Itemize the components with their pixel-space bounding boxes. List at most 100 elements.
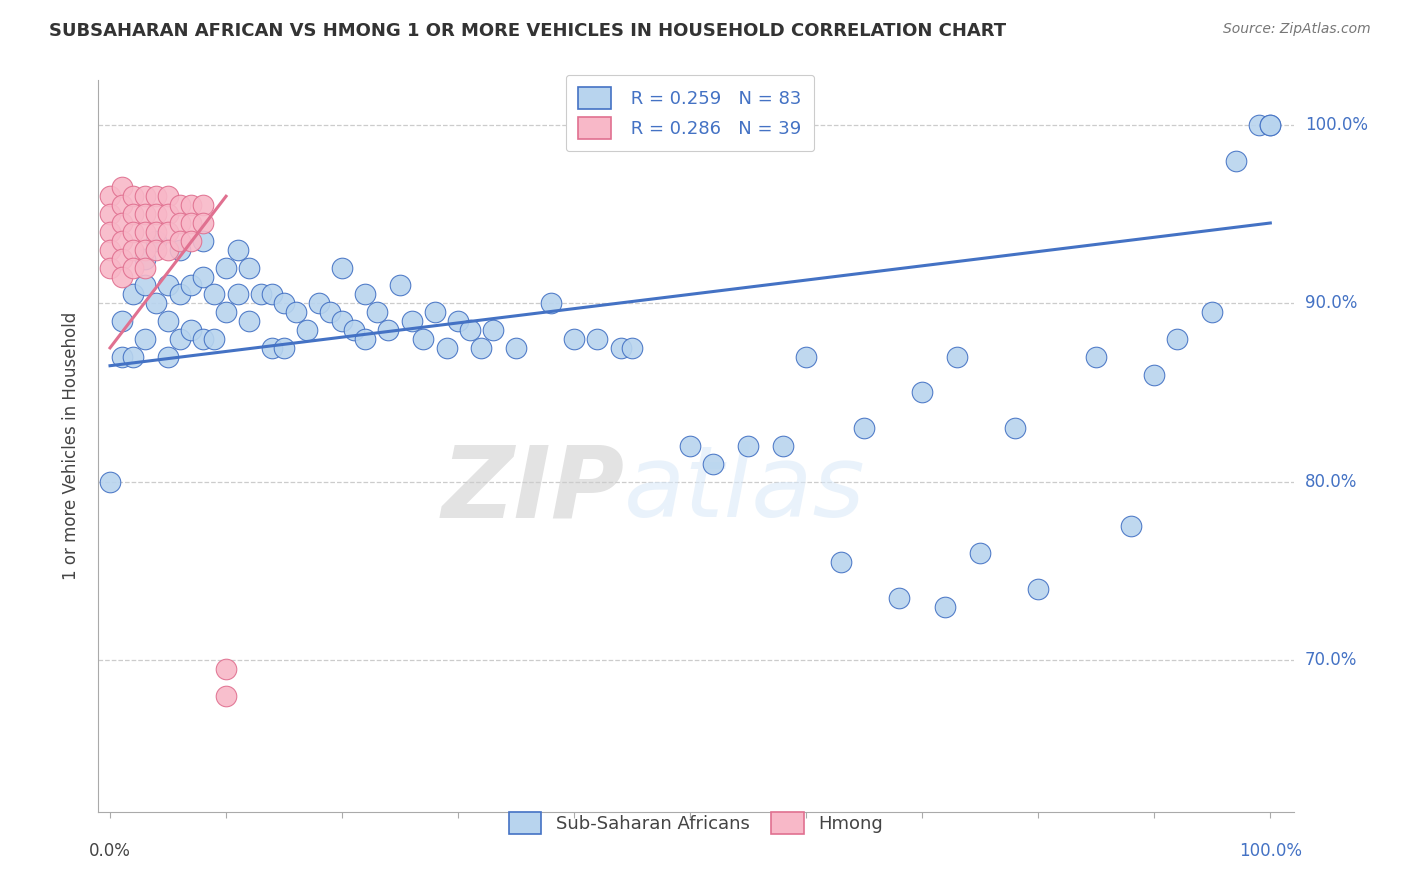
Point (215, 689, 238, 703)
Point (145, 225, 167, 239)
Point (262, 287, 284, 301)
Point (470, 341, 492, 355)
Point (134, 189, 156, 203)
Point (1225, 153, 1247, 168)
Point (562, 332, 585, 346)
Point (423, 305, 446, 319)
Point (482, 323, 505, 337)
Point (98, 207, 121, 221)
Point (122, 225, 145, 239)
Point (319, 305, 342, 319)
Point (505, 341, 527, 355)
Y-axis label: 1 or more Vehicles in Household: 1 or more Vehicles in Household (62, 312, 80, 580)
Point (157, 278, 180, 293)
Point (273, 341, 295, 355)
Point (238, 260, 260, 275)
Text: 90.0%: 90.0% (1305, 294, 1357, 312)
Point (180, 234, 202, 248)
Point (366, 305, 388, 319)
Point (191, 332, 214, 346)
Point (157, 189, 180, 203)
Point (284, 305, 307, 319)
Point (98, 243, 121, 257)
Point (679, 439, 702, 453)
Text: Source: ZipAtlas.com: Source: ZipAtlas.com (1223, 22, 1371, 37)
Point (191, 269, 214, 284)
Point (250, 287, 273, 301)
Point (887, 591, 910, 605)
Point (226, 243, 249, 257)
Point (122, 243, 145, 257)
Point (111, 350, 134, 364)
Point (134, 243, 156, 257)
Point (330, 314, 353, 328)
Point (330, 260, 353, 275)
Point (134, 260, 156, 275)
Point (98, 260, 121, 275)
Point (169, 216, 191, 230)
Point (191, 198, 214, 212)
Point (134, 207, 156, 221)
Point (830, 555, 852, 569)
Point (1201, 305, 1223, 319)
Point (853, 421, 876, 435)
Point (191, 216, 214, 230)
Point (238, 314, 260, 328)
Point (377, 323, 399, 337)
Point (609, 341, 631, 355)
Point (308, 296, 330, 310)
Text: SUBSAHARAN AFRICAN VS HMONG 1 OR MORE VEHICLES IN HOUSEHOLD CORRELATION CHART: SUBSAHARAN AFRICAN VS HMONG 1 OR MORE VE… (49, 22, 1007, 40)
Point (354, 332, 377, 346)
Point (1258, 118, 1281, 132)
Point (1119, 519, 1142, 533)
Point (934, 599, 956, 614)
Point (157, 225, 180, 239)
Text: 0.0%: 0.0% (89, 842, 131, 860)
Point (1085, 350, 1108, 364)
Point (226, 287, 249, 301)
Point (389, 278, 412, 293)
Point (702, 457, 724, 471)
Text: 80.0%: 80.0% (1305, 473, 1357, 491)
Point (1166, 332, 1188, 346)
Point (157, 350, 180, 364)
Text: 100.0%: 100.0% (1305, 116, 1368, 134)
Point (122, 189, 145, 203)
Point (111, 234, 134, 248)
Point (262, 341, 284, 355)
Point (215, 305, 238, 319)
Point (180, 278, 202, 293)
Point (1004, 421, 1026, 435)
Point (145, 207, 167, 221)
Point (157, 243, 180, 257)
Point (122, 207, 145, 221)
Point (191, 234, 214, 248)
Point (145, 243, 167, 257)
Point (169, 198, 191, 212)
Point (297, 323, 319, 337)
Point (215, 260, 238, 275)
Text: 100.0%: 100.0% (1239, 842, 1302, 860)
Point (134, 225, 156, 239)
Point (98, 225, 121, 239)
Point (586, 332, 609, 346)
Point (169, 243, 191, 257)
Point (436, 341, 458, 355)
Point (98, 189, 121, 203)
Point (111, 252, 134, 266)
Point (180, 216, 202, 230)
Point (157, 207, 180, 221)
Point (134, 332, 156, 346)
Point (111, 198, 134, 212)
Point (1026, 582, 1049, 596)
Point (122, 260, 145, 275)
Point (111, 216, 134, 230)
Point (98, 475, 121, 489)
Point (215, 662, 238, 676)
Point (145, 234, 167, 248)
Point (122, 287, 145, 301)
Point (1258, 118, 1281, 132)
Point (737, 439, 759, 453)
Point (969, 546, 991, 560)
Point (621, 341, 644, 355)
